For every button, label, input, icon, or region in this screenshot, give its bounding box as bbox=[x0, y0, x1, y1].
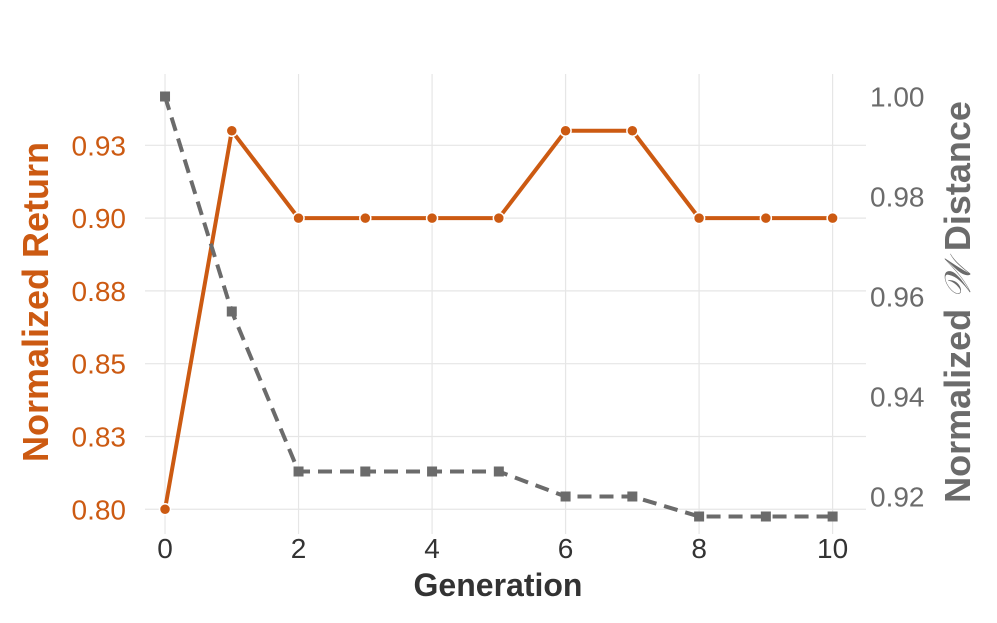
y-left-tick-label: 0.93 bbox=[72, 130, 127, 161]
series-layer bbox=[158, 91, 839, 522]
data-point bbox=[293, 466, 304, 477]
y-left-tick-label: 0.85 bbox=[72, 349, 127, 380]
x-axis-label: Generation bbox=[414, 567, 583, 603]
data-point bbox=[425, 211, 439, 225]
y-right-label-part-2: Distance bbox=[937, 101, 978, 261]
y-right-tick-label: 0.96 bbox=[870, 282, 925, 313]
tick-labels: 0.80 0.83 0.85 0.88 0.90 0.93 0.92 0.94 0.96 0.98… bbox=[72, 82, 925, 565]
data-point bbox=[827, 511, 838, 522]
data-point bbox=[225, 124, 239, 138]
y-left-tick-label: 0.90 bbox=[72, 203, 127, 234]
data-point bbox=[158, 503, 172, 516]
grid-lines bbox=[145, 74, 866, 534]
y-right-tick-label: 1.00 bbox=[870, 82, 925, 113]
data-point bbox=[226, 306, 237, 317]
y-right-tick-label: 0.92 bbox=[870, 482, 925, 513]
data-point bbox=[692, 211, 706, 225]
y-left-tick-label: 0.80 bbox=[72, 494, 127, 525]
x-tick-label: 6 bbox=[558, 533, 574, 564]
data-point bbox=[427, 466, 438, 477]
data-point bbox=[493, 466, 504, 477]
series-line-1 bbox=[163, 128, 833, 510]
data-point bbox=[626, 124, 639, 138]
x-tick-label: 0 bbox=[157, 533, 173, 564]
x-tick-label: 10 bbox=[817, 533, 848, 564]
data-point bbox=[826, 211, 839, 225]
y-right-axis-label: Normalized 𝒲 Distance bbox=[937, 101, 979, 503]
data-point bbox=[760, 511, 771, 522]
data-point bbox=[559, 124, 572, 138]
y-left-tick-label: 0.88 bbox=[72, 276, 127, 307]
series-1 bbox=[158, 124, 839, 516]
y-right-tick-label: 0.94 bbox=[870, 382, 925, 413]
y-right-label-part-1: Normalized bbox=[937, 299, 978, 503]
data-point bbox=[759, 211, 773, 225]
data-point bbox=[160, 91, 171, 102]
y-left-axis-label: Normalized Return bbox=[15, 142, 56, 462]
series-2 bbox=[160, 91, 838, 522]
data-point bbox=[292, 211, 305, 225]
data-point bbox=[492, 211, 506, 225]
y-right-tick-label: 0.98 bbox=[870, 182, 925, 213]
data-point bbox=[360, 466, 371, 477]
series-line-2 bbox=[163, 95, 833, 519]
x-tick-label: 2 bbox=[291, 533, 307, 564]
y-left-tick-label: 0.83 bbox=[72, 421, 127, 452]
data-point bbox=[627, 491, 638, 502]
x-tick-label: 8 bbox=[691, 533, 707, 564]
data-point bbox=[560, 491, 571, 502]
x-tick-label: 4 bbox=[424, 533, 440, 564]
data-point bbox=[359, 211, 372, 225]
data-point bbox=[694, 511, 705, 522]
